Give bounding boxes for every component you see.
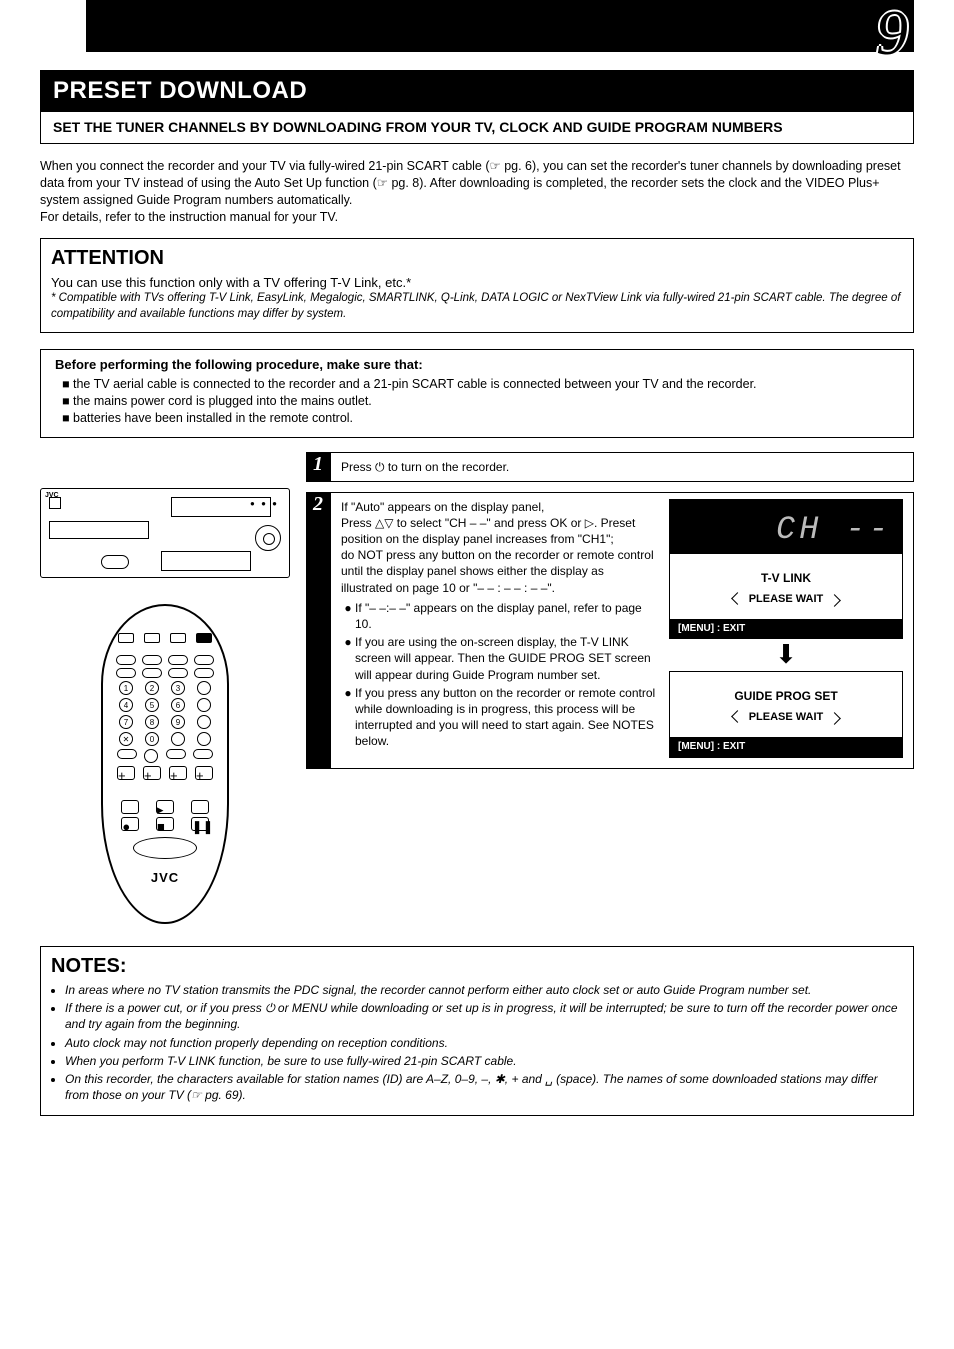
step-1-text: Press ⏻ to turn on the recorder. xyxy=(341,459,903,475)
title-box: PRESET DOWNLOAD SET THE TUNER CHANNELS B… xyxy=(40,70,914,144)
osd-footer: [MENU] : EXIT xyxy=(670,737,902,757)
step-2: 2 If "Auto" appears on the display panel… xyxy=(306,492,914,769)
osd-title: GUIDE PROG SET xyxy=(680,688,892,704)
make-sure-item: the mains power cord is plugged into the… xyxy=(73,393,903,410)
note-item: If there is a power cut, or if you press… xyxy=(65,1000,903,1032)
note-item: Auto clock may not function properly dep… xyxy=(65,1035,903,1051)
osd-wait: PLEASE WAIT xyxy=(739,710,834,725)
osd-footer: [MENU] : EXIT xyxy=(670,619,902,639)
osd-screen-guideprog: GUIDE PROG SET PLEASE WAIT [MENU] : EXIT xyxy=(669,671,903,758)
arrow-down-icon: ⬇ xyxy=(669,643,903,665)
attention-heading: ATTENTION xyxy=(51,245,903,272)
note-item: In areas where no TV station transmits t… xyxy=(65,982,903,998)
make-sure-box: Before performing the following procedur… xyxy=(40,349,914,437)
osd-wait: PLEASE WAIT xyxy=(739,592,834,607)
step-number: 2 xyxy=(306,492,330,769)
recorder-illustration: JVC ● ● ● xyxy=(40,488,290,578)
note-item: When you perform T-V LINK function, be s… xyxy=(65,1053,903,1069)
attention-box: ATTENTION You can use this function only… xyxy=(40,238,914,334)
note-item: On this recorder, the characters availab… xyxy=(65,1071,903,1103)
attention-line: You can use this function only with a TV… xyxy=(51,274,903,292)
page-title: PRESET DOWNLOAD xyxy=(41,71,913,111)
display-segment: CH -- xyxy=(776,508,892,551)
step-number: 1 xyxy=(306,452,330,482)
osd-title: T-V LINK xyxy=(680,570,892,586)
make-sure-heading: Before performing the following procedur… xyxy=(55,356,903,374)
step-2-lead: If "Auto" appears on the display panel, … xyxy=(341,499,657,596)
notes-box: NOTES: In areas where no TV station tran… xyxy=(40,946,914,1116)
step-1: 1 Press ⏻ to turn on the recorder. xyxy=(306,452,914,482)
step-2-bullet: If you are using the on-screen display, … xyxy=(355,634,657,683)
intro-paragraph: When you connect the recorder and your T… xyxy=(40,158,914,226)
step-2-bullet: If you press any button on the recorder … xyxy=(355,685,657,750)
attention-footnote: * Compatible with TVs offering T-V Link,… xyxy=(51,291,903,322)
make-sure-item: the TV aerial cable is connected to the … xyxy=(73,376,903,393)
step-2-bullet: If "– –:– –" appears on the display pane… xyxy=(355,600,657,632)
page-header: 9 xyxy=(40,0,914,52)
notes-heading: NOTES: xyxy=(51,953,903,980)
osd-screen-tvlink: CH -- T-V LINK PLEASE WAIT [MENU] : EXIT xyxy=(669,499,903,640)
page-subtitle: SET THE TUNER CHANNELS BY DOWNLOADING FR… xyxy=(41,111,913,143)
make-sure-item: batteries have been installed in the rem… xyxy=(73,410,903,427)
remote-illustration: 123 456 789 ✕0 ++++ ▸ ●■❚❚ JVC xyxy=(101,604,229,925)
remote-brand: JVC xyxy=(113,869,217,887)
page-number: 9 xyxy=(876,0,908,76)
